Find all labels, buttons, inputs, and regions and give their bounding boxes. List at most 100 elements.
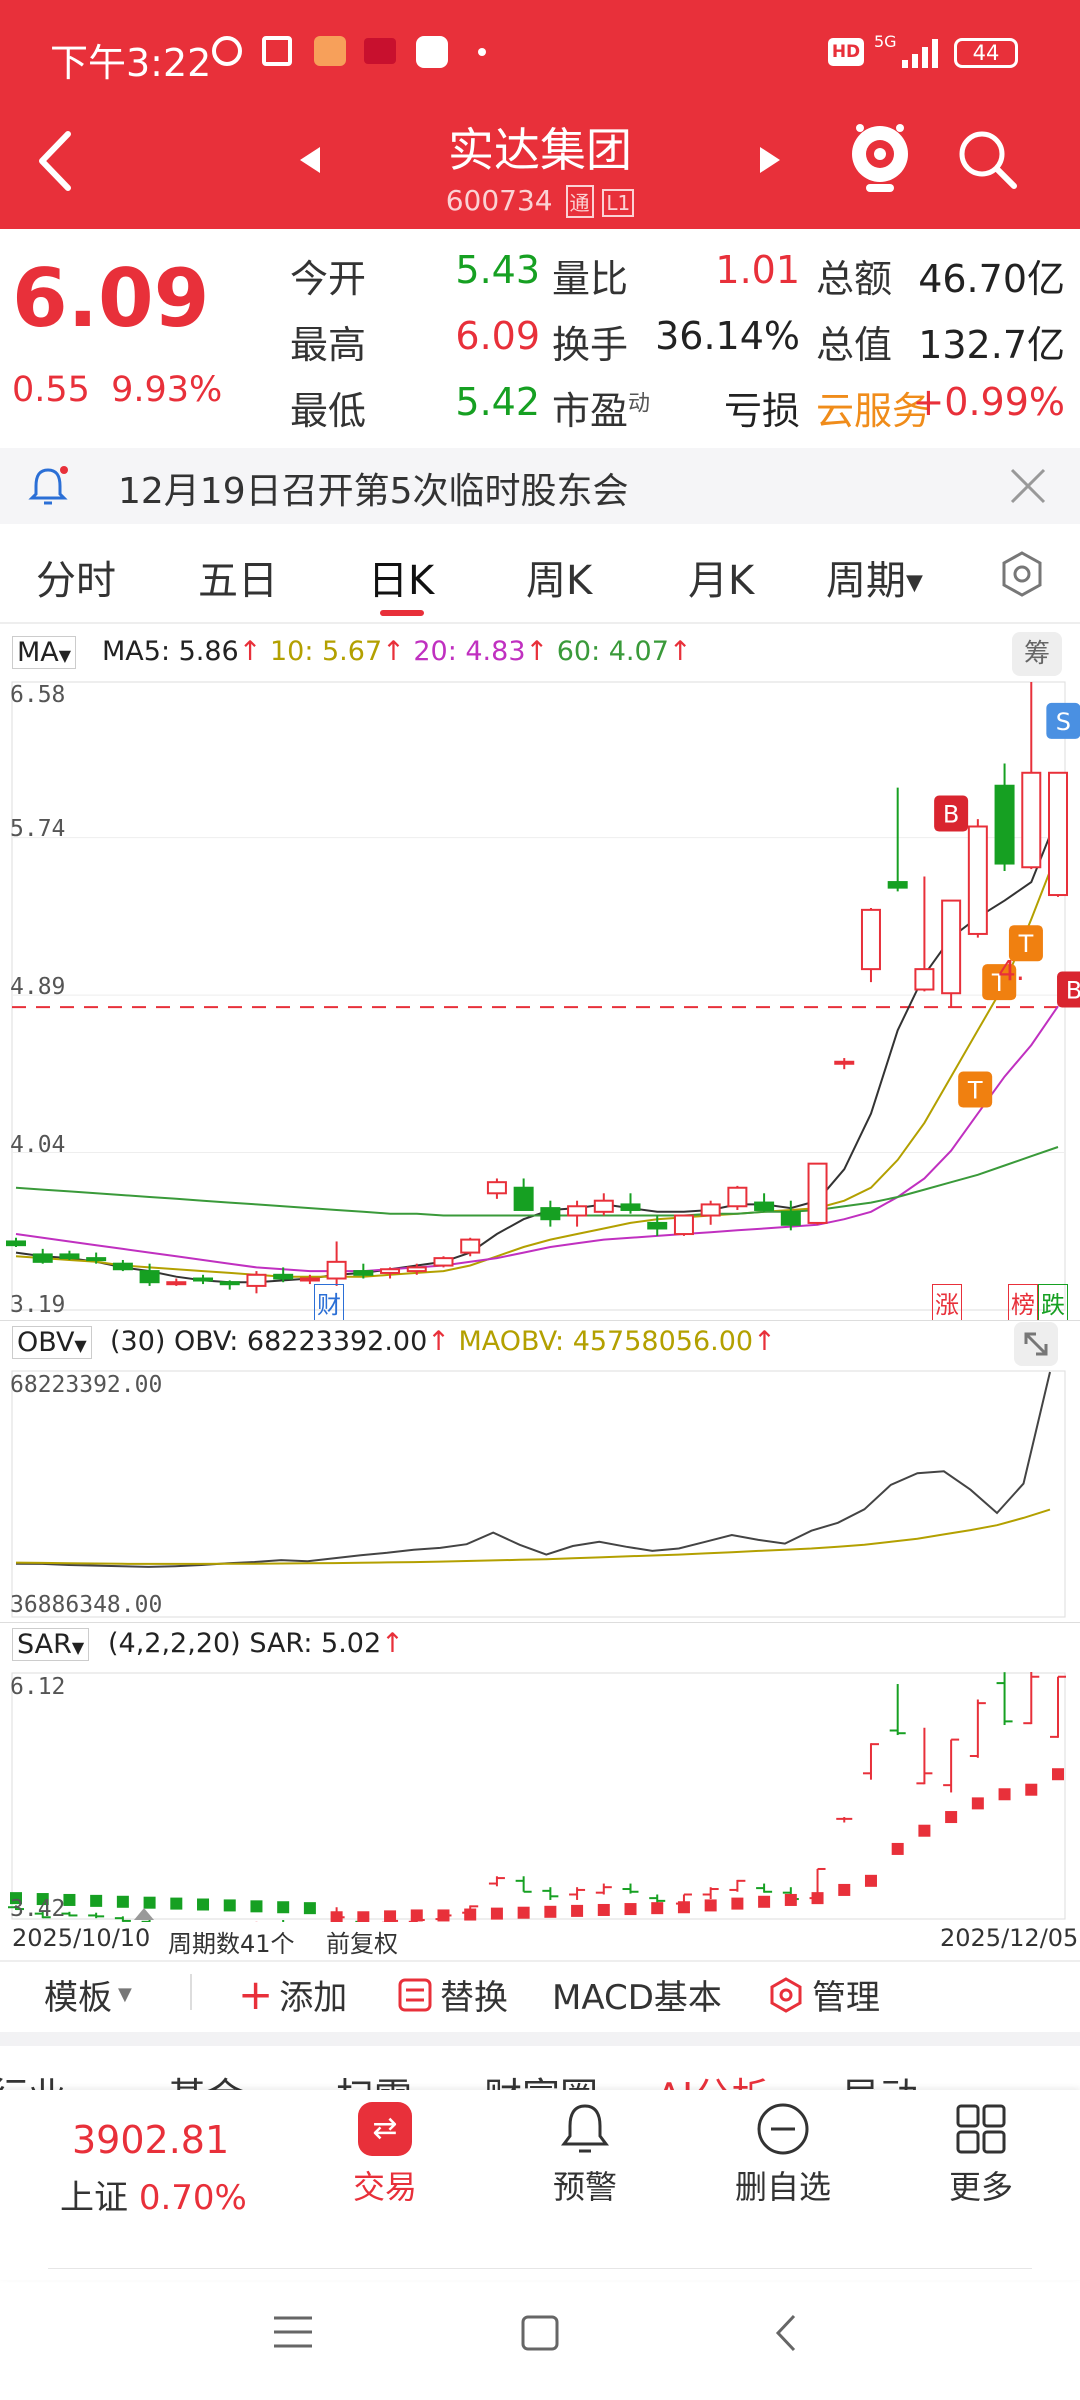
- info-tab-forum[interactable]: 财富圈: [484, 2066, 598, 2090]
- info-tab-fund[interactable]: 基金: [168, 2066, 244, 2090]
- sar-dot: [410, 1909, 423, 1922]
- nav-alert[interactable]: 预警: [510, 2100, 660, 2208]
- candle: [994, 763, 1015, 871]
- tab-five-day[interactable]: 五日: [198, 558, 278, 604]
- manage-gear-icon: [770, 1976, 802, 2013]
- back-icon[interactable]: [36, 130, 76, 192]
- info-tab-ai[interactable]: AI分析: [656, 2066, 769, 2090]
- sar-dot: [758, 1895, 771, 1908]
- t-signal-text: T: [991, 969, 1007, 997]
- index-info[interactable]: 上证 0.70%: [60, 2170, 247, 2219]
- home-icon[interactable]: [520, 2314, 560, 2352]
- assistant-mascot-icon[interactable]: [848, 118, 912, 196]
- tab-period[interactable]: 周期▼: [826, 548, 923, 606]
- earnings-marker[interactable]: 财: [314, 1284, 344, 1321]
- obv-label: OBV: [17, 1327, 75, 1358]
- nav-remove-watch[interactable]: 删自选: [708, 2100, 858, 2208]
- settings-icon[interactable]: [998, 550, 1046, 598]
- ohlc-bar: [702, 1887, 719, 1900]
- obv-chart[interactable]: [0, 1370, 1080, 1620]
- candle-body: [433, 1257, 454, 1267]
- ref-price-label: 4.: [998, 954, 1025, 987]
- prev-stock-icon[interactable]: [298, 145, 322, 175]
- candle: [433, 1256, 454, 1268]
- menu-icon[interactable]: [272, 2314, 314, 2350]
- sector-link[interactable]: 云服务: [816, 389, 931, 433]
- market-cap-label: 总值: [816, 323, 893, 367]
- rank-marker[interactable]: 榜: [1008, 1284, 1038, 1321]
- bottom-nav: [0, 2090, 1080, 2280]
- candle-body: [219, 1281, 240, 1286]
- ohlc-bar: [836, 1817, 853, 1823]
- index-value[interactable]: 3902.81: [72, 2118, 230, 2162]
- sell-signal: S: [1046, 702, 1080, 739]
- fall-marker[interactable]: 跌: [1038, 1284, 1068, 1321]
- replace-indicator-button[interactable]: 替换: [398, 1970, 508, 2019]
- sar-dot: [571, 1904, 584, 1917]
- tab-monthly-k[interactable]: 月K: [688, 558, 755, 604]
- candle: [860, 908, 881, 983]
- turnover-rate-label: 换手: [552, 323, 629, 367]
- index-change: 0.70%: [138, 2178, 247, 2218]
- candle: [780, 1200, 801, 1231]
- candle: [1048, 771, 1068, 897]
- sell-signal-text: S: [1056, 708, 1071, 736]
- page-title: 实达集团: [448, 123, 632, 177]
- high-value: 6.09: [455, 314, 540, 358]
- template-button[interactable]: 模板 ▼: [44, 1970, 132, 2019]
- buy-signal-box: [934, 795, 969, 832]
- info-tab-industry[interactable]: 行业: [0, 2066, 66, 2090]
- up-arrow-icon: ↑: [525, 636, 549, 667]
- macd-template-button[interactable]: MACD基本: [552, 1978, 722, 2018]
- sar-dot: [1025, 1783, 1038, 1796]
- toolbar-divider: [0, 1960, 1080, 1962]
- open-label: 今开: [290, 257, 367, 301]
- search-icon[interactable]: [956, 128, 1018, 190]
- candle: [166, 1278, 187, 1286]
- replace-label: 替换: [440, 1978, 508, 2018]
- tab-daily-k[interactable]: 日K: [368, 558, 435, 604]
- expand-icon[interactable]: [1014, 1322, 1058, 1366]
- candle-body: [887, 881, 908, 889]
- candle-body: [59, 1253, 80, 1260]
- next-stock-icon[interactable]: [758, 145, 782, 175]
- notice-bar[interactable]: 12月19日召开第5次临时股东会: [0, 448, 1080, 524]
- t-signal-text: T: [1018, 930, 1034, 958]
- candle-body: [834, 1060, 855, 1065]
- bell-icon: [561, 2104, 609, 2153]
- chip-distribution-button[interactable]: 筹: [1012, 632, 1062, 676]
- ma-selector[interactable]: MA▼: [12, 636, 77, 669]
- scroll-handle-icon[interactable]: [134, 1908, 154, 1920]
- candle: [112, 1259, 133, 1272]
- sar-chart[interactable]: [0, 1672, 1080, 1922]
- adjust-mode[interactable]: 前复权: [326, 1930, 398, 1958]
- sell-signal-box: [1046, 702, 1080, 739]
- up-arrow-icon: ↑: [427, 1326, 450, 1357]
- ohlc-bar: [996, 1672, 1013, 1726]
- info-tab-risk[interactable]: 扫雷: [336, 2066, 412, 2090]
- chevron-down-icon: ▼: [74, 1336, 87, 1355]
- sar-dot: [90, 1894, 103, 1907]
- back-nav-icon[interactable]: [772, 2312, 800, 2354]
- section-gap: [0, 2032, 1080, 2046]
- toolbar-separator: [190, 1974, 192, 2010]
- manage-button[interactable]: 管理: [768, 1970, 880, 2019]
- tab-weekly-k[interactable]: 周K: [526, 558, 593, 604]
- nav-more[interactable]: 更多: [906, 2100, 1056, 2208]
- tab-intraday[interactable]: 分时: [36, 558, 116, 604]
- sar-dot: [10, 1892, 22, 1905]
- candle: [326, 1241, 347, 1286]
- add-indicator-button[interactable]: + 添加: [238, 1970, 347, 2019]
- obv-value: OBV: 68223392.00: [174, 1326, 428, 1357]
- nav-trade[interactable]: ⇄ 交易: [310, 2100, 460, 2208]
- candle: [834, 1058, 855, 1070]
- close-icon[interactable]: [1008, 466, 1048, 506]
- info-tab-movement[interactable]: 异动: [842, 2066, 918, 2090]
- sar-selector[interactable]: SAR▼: [12, 1628, 90, 1661]
- candle-body: [353, 1270, 374, 1276]
- obv-selector[interactable]: OBV▼: [12, 1326, 92, 1359]
- limit-up-marker[interactable]: 涨: [932, 1284, 962, 1321]
- ma10-value: 10: 5.67: [269, 636, 383, 667]
- up-arrow-icon: ↑: [753, 1326, 776, 1357]
